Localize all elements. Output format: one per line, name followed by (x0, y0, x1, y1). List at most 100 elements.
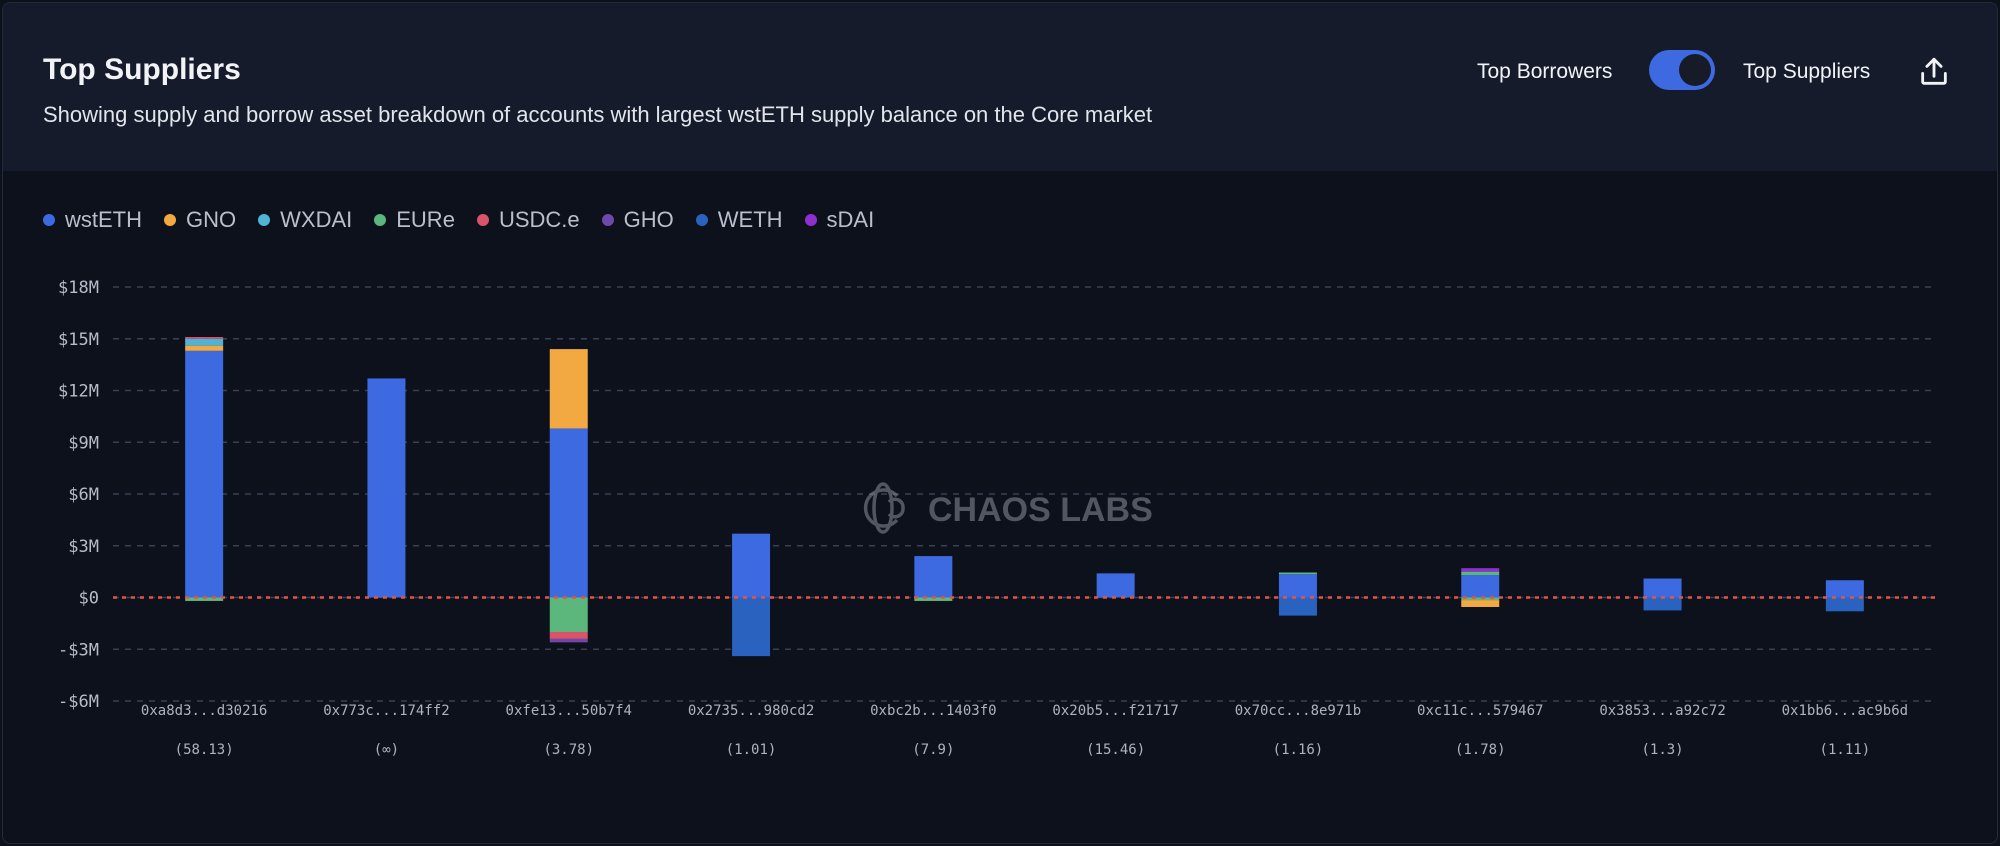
chaos-labs-watermark: CHAOS LABS (863, 482, 1153, 534)
bar-segment-wstETH[interactable] (1461, 575, 1500, 598)
toggle-label-top-suppliers[interactable]: Top Suppliers (1743, 60, 1871, 83)
legend-label: WXDAI (280, 207, 353, 232)
x-tick-label: 0x2735...980cd2 (688, 703, 814, 719)
page-title: Top Suppliers (43, 53, 241, 86)
bar-group-0x20b5...f21717[interactable] (1096, 573, 1135, 598)
x-tick-label: 0x773c...174ff2 (323, 703, 449, 719)
bar-segment-EURe[interactable] (1461, 571, 1500, 576)
bar-segment-GHO[interactable] (549, 638, 588, 643)
bar-segment-wstETH[interactable] (367, 378, 406, 598)
legend-item-wsteth[interactable]: wstETH (43, 207, 142, 233)
bar-group-0xa8d3...d30216[interactable] (185, 337, 224, 601)
bar-segment-GNO[interactable] (1461, 600, 1500, 607)
bar-segment-EURe[interactable] (185, 597, 224, 601)
stacked-bar-chart: $18M $15M $12M $9M $6M $3M $0 -$3M -$6M CHAOS LA… (58, 278, 1936, 758)
x-tick-label: 0xfe13...50b7f4 (506, 703, 632, 719)
bar-segment-EURe[interactable] (549, 597, 588, 633)
bar-group-0x70cc...8e971b[interactable] (1278, 572, 1317, 616)
bar-segment-EURe[interactable] (914, 597, 953, 601)
bar-group-0xc11c...579467[interactable] (1461, 568, 1500, 607)
y-tick-label: $3M (68, 537, 99, 557)
y-tick-label: $6M (68, 485, 99, 505)
bar-segment-EURe[interactable] (1461, 597, 1500, 601)
bar-segment-wstETH[interactable] (914, 556, 953, 598)
legend-dot-icon (43, 214, 55, 226)
chart-legend: wstETH GNO WXDAI EURe USDC.e GHO WETH sDAI (43, 207, 896, 233)
bar-segment-USDC.e[interactable] (549, 632, 588, 639)
toggle-knob (1679, 54, 1711, 86)
x-tick-label: 0x1bb6...ac9b6d (1782, 703, 1908, 719)
bar-segment-wstETH[interactable] (1643, 578, 1682, 598)
y-tick-label: $15M (58, 330, 99, 350)
health-factor-label: (58.13) (175, 742, 234, 758)
health-factor-label: (15.46) (1086, 742, 1145, 758)
health-factor-label: (7.9) (912, 742, 954, 758)
legend-dot-icon (374, 214, 387, 226)
y-tick-label: -$3M (58, 640, 99, 660)
x-tick-label: 0xc11c...579467 (1417, 703, 1543, 719)
legend-item-wxdai[interactable]: WXDAI (258, 207, 352, 233)
legend-item-gno[interactable]: GNO (164, 207, 236, 233)
legend-label: sDAI (826, 207, 875, 232)
x-tick-label: 0x20b5...f21717 (1052, 703, 1178, 719)
legend-dot-icon (164, 214, 176, 226)
bar-segment-GNO[interactable] (549, 349, 588, 429)
legend-label: USDC.e (498, 207, 580, 232)
health-factor-label: (1.01) (726, 742, 777, 758)
legend-label: wstETH (65, 207, 142, 232)
x-tick-label: 0xbc2b...1403f0 (870, 703, 996, 719)
bar-segment-wstETH[interactable] (1096, 573, 1135, 598)
share-upload-icon[interactable] (1917, 55, 1951, 89)
bar-segment-GNO[interactable] (185, 345, 224, 351)
bar-segment-WETH[interactable] (732, 597, 771, 657)
bar-segment-WETH[interactable] (1278, 597, 1317, 616)
y-tick-label: $12M (58, 382, 99, 402)
y-tick-label: $0 (79, 589, 99, 609)
health-factor-label: (∞) (374, 742, 399, 758)
bar-segment-wstETH[interactable] (549, 428, 588, 598)
legend-item-eure[interactable]: EURe (374, 207, 455, 233)
x-tick-label: 0x3853...a92c72 (1599, 703, 1725, 719)
bar-segment-USDC.e[interactable] (185, 337, 224, 339)
bar-segment-wstETH[interactable] (185, 350, 224, 598)
bar-group-0xfe13...50b7f4[interactable] (549, 349, 588, 643)
legend-dot-icon (804, 214, 817, 226)
bar-group-0x1bb6...ac9b6d[interactable] (1825, 580, 1864, 612)
y-tick-label: $9M (68, 433, 99, 453)
legend-dot-icon (695, 214, 708, 226)
y-tick-label: -$6M (58, 692, 99, 712)
bar-group-0xbc2b...1403f0[interactable] (914, 556, 953, 601)
bar-segment-wstETH[interactable] (1825, 580, 1864, 598)
legend-label: GHO (623, 207, 674, 232)
legend-item-sdai[interactable]: sDAI (804, 207, 875, 233)
borrowers-suppliers-toggle[interactable] (1649, 50, 1715, 90)
legend-label: WETH (717, 207, 783, 232)
legend-dot-icon (601, 214, 614, 226)
bar-segment-EURe[interactable] (1278, 572, 1317, 575)
bar-group-0x2735...980cd2[interactable] (732, 533, 771, 657)
health-factor-label: (1.16) (1273, 742, 1324, 758)
bar-group-0x773c...174ff2[interactable] (367, 378, 406, 598)
bar-group-0x3853...a92c72[interactable] (1643, 578, 1682, 611)
bar-segment-wstETH[interactable] (732, 533, 771, 598)
bar-segment-WXDAI[interactable] (185, 338, 224, 346)
x-tick-label: 0x70cc...8e971b (1235, 703, 1361, 719)
legend-item-weth[interactable]: WETH (695, 207, 783, 233)
legend-item-gho[interactable]: GHO (601, 207, 674, 233)
card-header: Top Suppliers Showing supply and borrow … (3, 3, 1997, 171)
legend-dot-icon (258, 214, 271, 226)
legend-item-usdce[interactable]: USDC.e (476, 207, 580, 233)
health-factor-label: (3.78) (543, 742, 594, 758)
health-factor-label: (1.3) (1641, 742, 1683, 758)
legend-dot-icon (476, 214, 489, 226)
toggle-label-top-borrowers[interactable]: Top Borrowers (1477, 60, 1613, 83)
bar-segment-WETH[interactable] (1825, 597, 1864, 612)
watermark-text: CHAOS LABS (928, 491, 1153, 529)
bar-segment-wstETH[interactable] (1278, 574, 1317, 598)
bar-segment-sDAI[interactable] (1461, 568, 1500, 572)
bar-segment-WETH[interactable] (1643, 597, 1682, 611)
y-tick-label: $18M (58, 278, 99, 298)
x-tick-label: 0xa8d3...d30216 (141, 703, 267, 719)
legend-label: EURe (396, 207, 455, 232)
